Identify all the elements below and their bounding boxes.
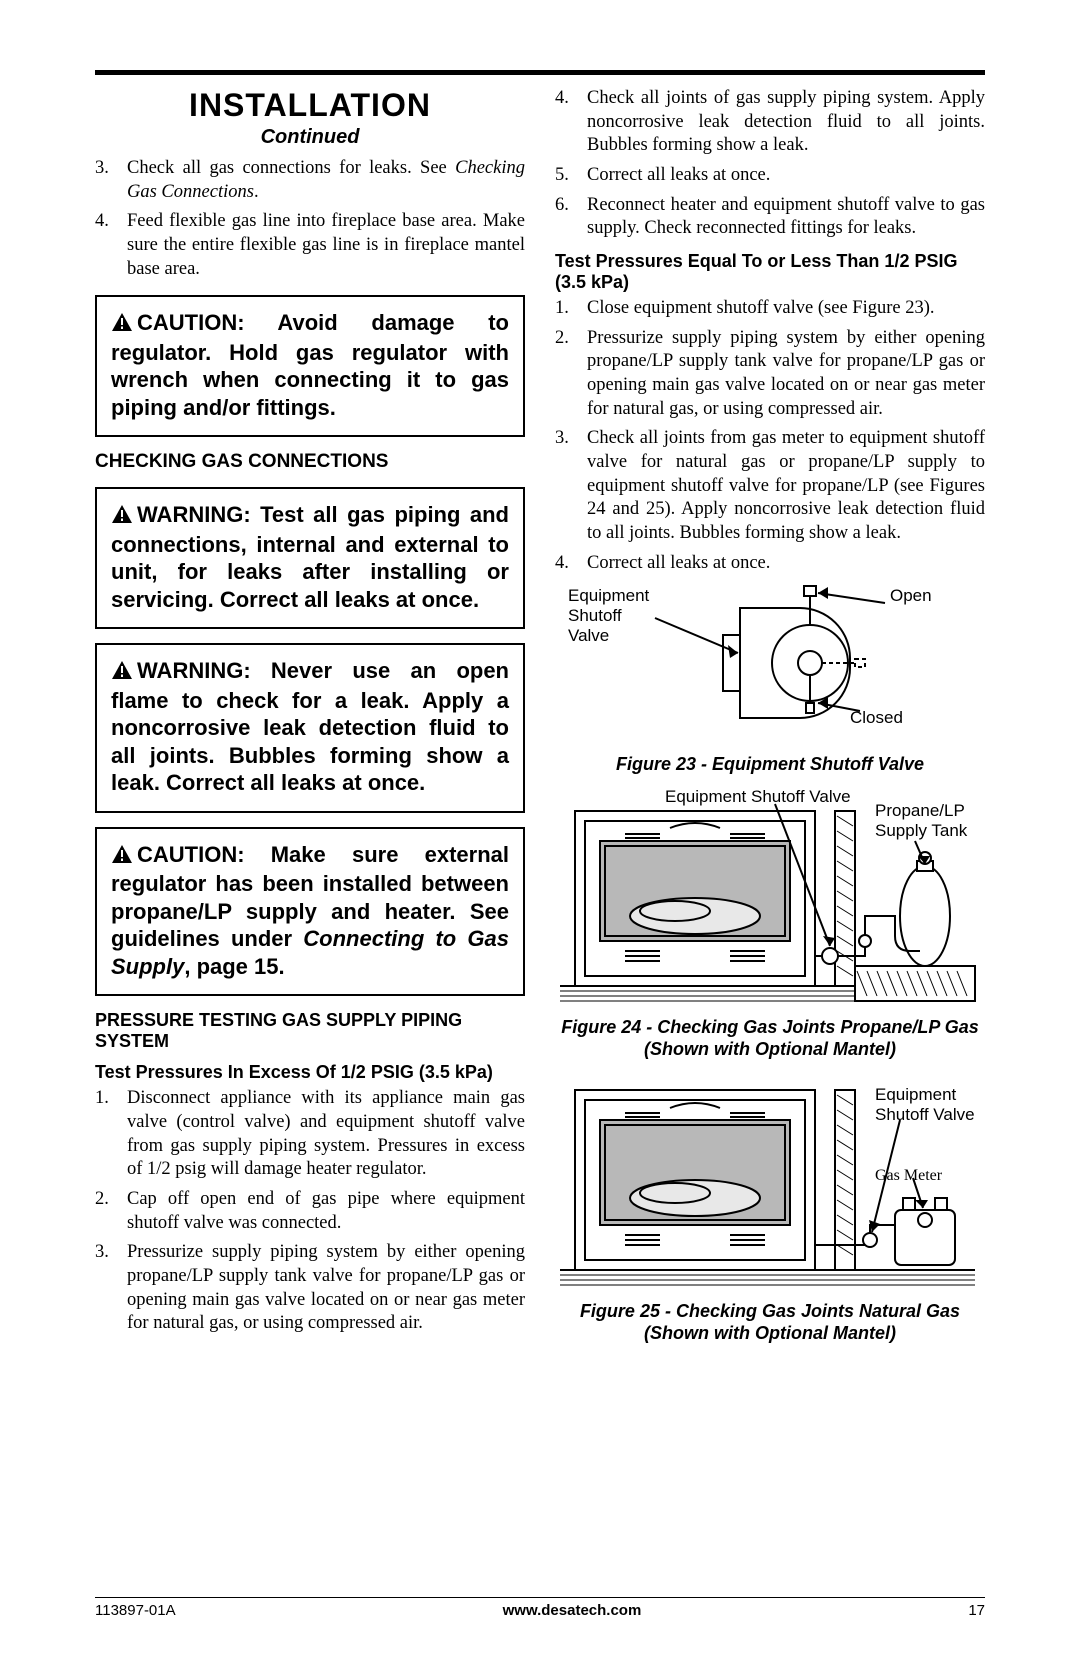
equal-item-3: Check all joints from gas meter to equip…	[555, 427, 985, 545]
page-title: INSTALLATION	[95, 87, 525, 124]
fig24-tank-label: Propane/LPSupply Tank	[875, 801, 968, 840]
two-column-layout: INSTALLATION Continued Check all gas con…	[95, 87, 985, 1354]
footer-url: www.desatech.com	[503, 1602, 642, 1619]
excess-sub-head: Test Pressures In Excess Of 1/2 PSIG (3.…	[95, 1062, 525, 1083]
excess-list: Disconnect appliance with its appliance …	[95, 1087, 525, 1336]
figure-25: EquipmentShutoff Valve Gas Meter	[555, 1070, 985, 1295]
excess-item-3: Pressurize supply piping system by eithe…	[95, 1241, 525, 1336]
equal-item-2: Pressurize supply piping system by eithe…	[555, 327, 985, 422]
caution-2-text: CAUTION: Make sure external regulator ha…	[111, 842, 509, 979]
warning-box-1: WARNING: Test all gas piping and connect…	[95, 487, 525, 629]
fig25-equip-label: EquipmentShutoff Valve	[875, 1085, 975, 1124]
figure-24: Equipment Shutoff Valve Propane/LPSupply…	[555, 786, 985, 1011]
warning-1-text: WARNING: Test all gas piping and connect…	[111, 502, 509, 612]
top-rule	[95, 70, 985, 75]
page-footer: 113897-01A www.desatech.com 17	[95, 1597, 985, 1619]
left-column: INSTALLATION Continued Check all gas con…	[95, 87, 525, 1354]
continued-label: Continued	[95, 126, 525, 149]
figure-23: EquipmentShutoffValve Open Closed	[560, 583, 980, 748]
fig23-open-label: Open	[890, 586, 932, 605]
cont-item-5: Correct all leaks at once.	[555, 164, 985, 188]
excess-item-2: Cap off open end of gas pipe where equip…	[95, 1188, 525, 1235]
fig23-caption: Figure 23 - Equipment Shutoff Valve	[555, 754, 985, 776]
fig24-caption: Figure 24 - Checking Gas Joints Propane/…	[555, 1017, 985, 1060]
fig25-caption: Figure 25 - Checking Gas Joints Natural …	[555, 1301, 985, 1344]
caution-box-2: CAUTION: Make sure external regulator ha…	[95, 827, 525, 997]
right-column: Check all joints of gas supply piping sy…	[555, 87, 985, 1354]
excess-item-1: Disconnect appliance with its appliance …	[95, 1087, 525, 1182]
fig23-equip-label: EquipmentShutoffValve	[568, 586, 650, 645]
warning-icon	[111, 311, 133, 339]
caution-box-1: CAUTION: Avoid damage to regulator. Hold…	[95, 295, 525, 437]
pressure-testing-head: PRESSURE TESTING GAS SUPPLY PIPING SYSTE…	[95, 1010, 525, 1052]
intro-item-3: Check all gas connections for leaks. See…	[95, 157, 525, 204]
cont-item-6: Reconnect heater and equipment shutoff v…	[555, 194, 985, 241]
cont-item-4: Check all joints of gas supply piping sy…	[555, 87, 985, 158]
equal-item-4: Correct all leaks at once.	[555, 552, 985, 576]
fig24-equip-label: Equipment Shutoff Valve	[665, 787, 851, 806]
equal-sub-head: Test Pressures Equal To or Less Than 1/2…	[555, 251, 985, 293]
equal-item-1: Close equipment shutoff valve (see Figur…	[555, 297, 985, 321]
warning-icon	[111, 843, 133, 871]
footer-doc-id: 113897-01A	[95, 1602, 176, 1619]
equal-list: Close equipment shutoff valve (see Figur…	[555, 297, 985, 575]
caution-1-text: CAUTION: Avoid damage to regulator. Hold…	[111, 310, 509, 420]
warning-2-text: WARNING: Never use an open flame to chec…	[111, 658, 509, 795]
continued-list: Check all joints of gas supply piping sy…	[555, 87, 985, 241]
warning-icon	[111, 659, 133, 687]
footer-page-num: 17	[968, 1602, 985, 1619]
warning-icon	[111, 503, 133, 531]
intro-item-4: Feed flexible gas line into fireplace ba…	[95, 210, 525, 281]
checking-gas-head: CHECKING GAS CONNECTIONS	[95, 451, 525, 473]
intro-list: Check all gas connections for leaks. See…	[95, 157, 525, 281]
warning-box-2: WARNING: Never use an open flame to chec…	[95, 643, 525, 813]
